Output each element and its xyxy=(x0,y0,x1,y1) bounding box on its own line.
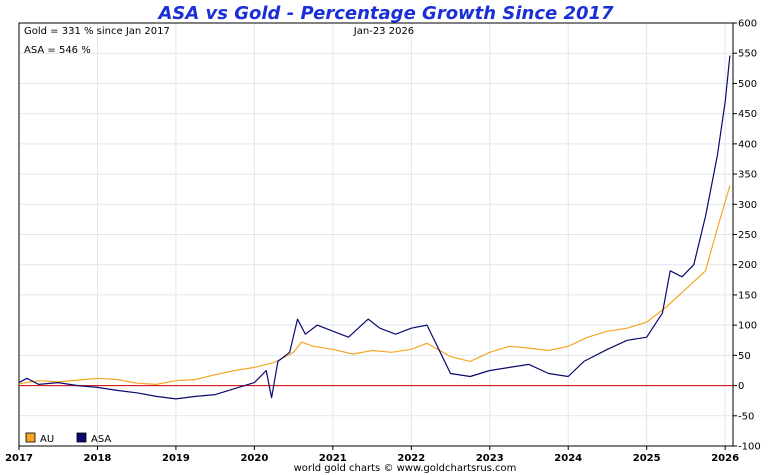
x-tick-label: 2017 xyxy=(5,453,33,464)
vertical-gridlines xyxy=(18,23,726,446)
x-tick-label: 2021 xyxy=(319,453,347,464)
y-tick-label: 150 xyxy=(738,290,757,301)
x-tick-label: 2022 xyxy=(397,453,425,464)
x-tick-label: 2019 xyxy=(162,453,190,464)
y-tick-label: 450 xyxy=(738,109,757,120)
legend-asa-label: ASA xyxy=(91,434,111,445)
y-tick-label: 350 xyxy=(738,170,757,181)
y-tick-label: -50 xyxy=(738,411,754,422)
chart-title: ASA vs Gold - Percentage Growth Since 20… xyxy=(156,3,614,24)
y-tick-label: 100 xyxy=(738,321,757,332)
legend-asa-swatch xyxy=(76,432,87,443)
y-tick-label: 0 xyxy=(738,381,744,392)
series-layer xyxy=(18,55,731,400)
legend: AU ASA xyxy=(25,432,111,445)
y-tick-label: 550 xyxy=(738,49,757,60)
series-line-asa xyxy=(18,55,731,400)
gold-annotation: Gold = 331 % since Jan 2017 xyxy=(24,26,170,37)
footer-credit: world gold charts © www.goldchartsrus.co… xyxy=(294,463,517,474)
x-tick-label: 2025 xyxy=(633,453,661,464)
x-tick-label: 2023 xyxy=(476,453,504,464)
y-tick-label: 50 xyxy=(738,351,751,362)
horizontal-gridlines xyxy=(19,22,733,447)
x-tick-label: 2018 xyxy=(84,453,112,464)
y-axis-ticks: -100 -50 0 50 100 150 200 250 300 350 400 450 500 550… xyxy=(733,19,761,453)
date-label: Jan-23 2026 xyxy=(353,26,414,37)
y-tick-label: 200 xyxy=(738,260,757,271)
y-tick-label: 400 xyxy=(738,139,757,150)
y-tick-label: -100 xyxy=(738,442,761,453)
asa-annotation: ASA = 546 % xyxy=(24,45,91,56)
legend-au-label: AU xyxy=(40,434,54,445)
legend-au-swatch xyxy=(25,432,36,443)
y-tick-label: 500 xyxy=(738,79,757,90)
y-tick-label: 250 xyxy=(738,230,757,241)
y-tick-label: 600 xyxy=(738,19,757,30)
x-tick-label: 2026 xyxy=(711,453,739,464)
x-axis-ticks: 2017 2018 2019 2020 2021 2022 2023 2024 2025 2026 xyxy=(5,446,739,464)
x-tick-label: 2020 xyxy=(240,453,268,464)
series-line-au xyxy=(18,185,731,385)
y-tick-label: 300 xyxy=(738,200,757,211)
x-tick-label: 2024 xyxy=(554,453,582,464)
